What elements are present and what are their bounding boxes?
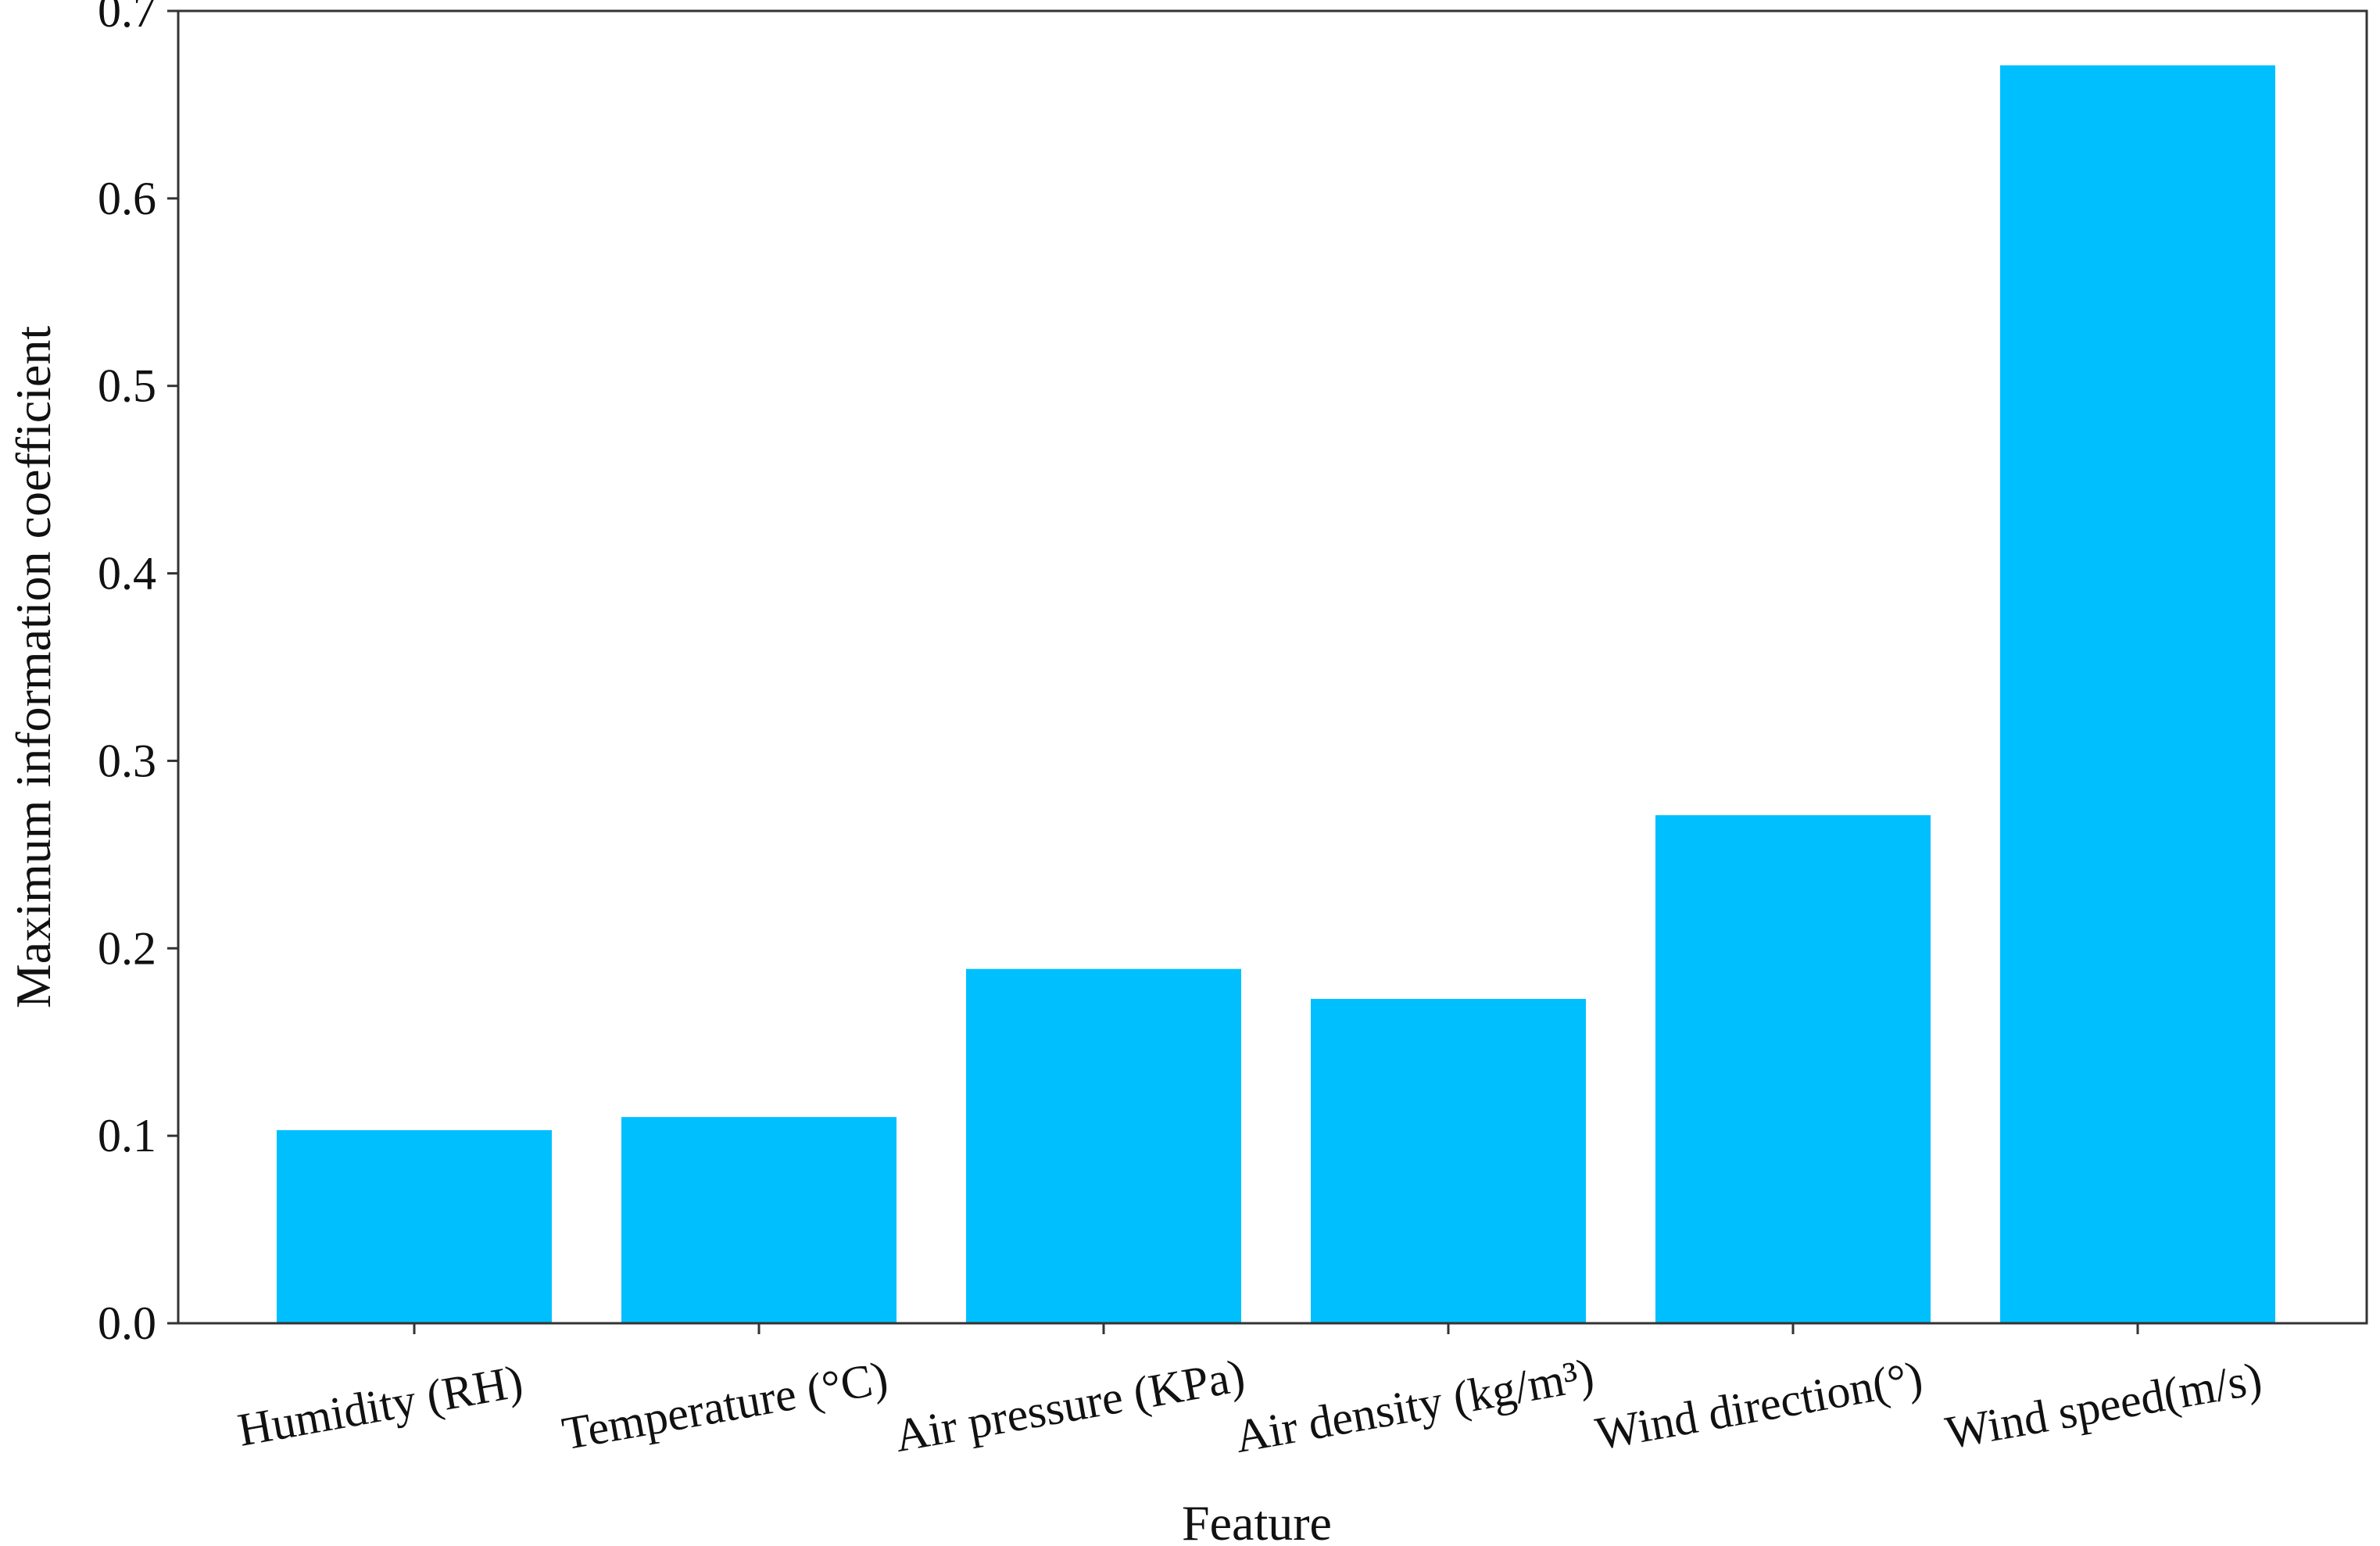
x-tick-label: Humidity (RH) — [234, 1355, 526, 1456]
x-tick-label: Temperature (°C) — [558, 1351, 891, 1459]
y-tick-label: 0.4 — [98, 548, 156, 599]
y-tick-label: 0.3 — [98, 735, 156, 786]
bar-4 — [1655, 814, 1931, 1323]
x-tick-label: Wind direction(°) — [1591, 1351, 1926, 1459]
bar-1 — [621, 1117, 897, 1323]
y-tick-label: 0.1 — [98, 1110, 156, 1161]
x-tick-label: Wind speed(m/s) — [1942, 1352, 2265, 1458]
x-axis-title: Feature — [1182, 1495, 1332, 1546]
plot-frame — [177, 9, 2368, 1325]
bar-2 — [966, 968, 1241, 1323]
y-tick-label: 0.7 — [98, 0, 156, 37]
y-tick-label: 0.5 — [98, 360, 156, 412]
y-tick-label: 0.6 — [98, 173, 156, 224]
bar-0 — [277, 1129, 552, 1323]
bars-group — [277, 65, 2275, 1323]
y-tick-label: 0.0 — [98, 1297, 156, 1349]
y-axis-title: Maximum information coefficient — [5, 326, 61, 1008]
x-tick-label: Air pressure (KPa) — [891, 1349, 1249, 1462]
y-tick-label: 0.2 — [98, 922, 156, 974]
bar-3 — [1311, 999, 1586, 1323]
x-axis-ticks: Humidity (RH) Temperature (°C)Air pressur… — [234, 1323, 2266, 1462]
y-axis-ticks: 0.0 0.1 0.2 0.3 0.4 0.5 0.6 0.7 — [98, 0, 178, 1349]
x-tick-label: Air density (kg/m³) — [1231, 1348, 1598, 1462]
bar-5 — [2000, 65, 2275, 1323]
